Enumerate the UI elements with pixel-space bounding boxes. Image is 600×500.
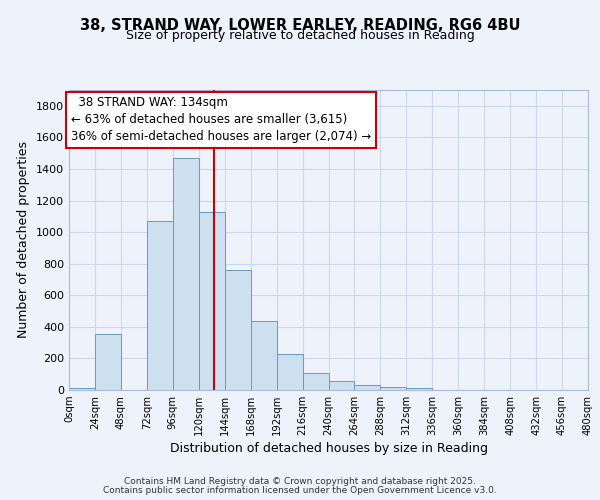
Y-axis label: Number of detached properties: Number of detached properties xyxy=(17,142,31,338)
Bar xyxy=(147,221,173,390)
Bar xyxy=(380,387,406,390)
Bar xyxy=(329,382,355,390)
Bar xyxy=(173,158,199,390)
X-axis label: Distribution of detached houses by size in Reading: Distribution of detached houses by size … xyxy=(170,442,487,455)
Text: Contains public sector information licensed under the Open Government Licence v3: Contains public sector information licen… xyxy=(103,486,497,495)
Bar xyxy=(69,388,95,390)
Bar xyxy=(251,322,277,390)
Text: 38 STRAND WAY: 134sqm
← 63% of detached houses are smaller (3,615)
36% of semi-d: 38 STRAND WAY: 134sqm ← 63% of detached … xyxy=(71,96,371,144)
Bar xyxy=(406,388,432,390)
Text: Size of property relative to detached houses in Reading: Size of property relative to detached ho… xyxy=(125,29,475,42)
Bar xyxy=(199,212,224,390)
Bar xyxy=(302,372,329,390)
Bar xyxy=(355,386,380,390)
Text: Contains HM Land Registry data © Crown copyright and database right 2025.: Contains HM Land Registry data © Crown c… xyxy=(124,477,476,486)
Bar xyxy=(225,270,251,390)
Bar xyxy=(95,334,121,390)
Text: 38, STRAND WAY, LOWER EARLEY, READING, RG6 4BU: 38, STRAND WAY, LOWER EARLEY, READING, R… xyxy=(80,18,520,32)
Bar xyxy=(277,354,302,390)
